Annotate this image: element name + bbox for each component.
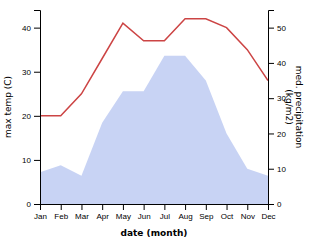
tick: 0	[27, 200, 40, 209]
tick-label: 20	[277, 130, 286, 139]
tick: Oct	[221, 204, 234, 221]
chart: JanFebMarAprMayJunJulAugSepOctNovDec0102…	[0, 0, 318, 242]
axis-line	[269, 11, 275, 205]
tick-label: 40	[22, 24, 31, 33]
tick-label: Dec	[261, 212, 275, 221]
plot: JanFebMarAprMayJunJulAugSepOctNovDec0102…	[22, 11, 286, 221]
tick: Mar	[75, 204, 89, 221]
tick: Nov	[241, 204, 255, 221]
tick-mark	[34, 204, 40, 205]
tick-label: Apr	[96, 212, 109, 221]
tick-mark	[268, 63, 274, 64]
tick: Dec	[261, 204, 275, 221]
tick-mark	[268, 204, 274, 205]
tick: 40	[268, 59, 286, 68]
tick: Jun	[138, 204, 151, 221]
tick-mark	[185, 204, 186, 210]
tick-mark	[268, 98, 274, 99]
tick: 10	[22, 156, 40, 165]
tick-label: May	[116, 212, 131, 221]
tick: 0	[268, 200, 282, 209]
tick-mark	[227, 204, 228, 210]
tick: Sep	[199, 204, 214, 221]
x-axis-title: date (month)	[121, 228, 188, 238]
tick-mark	[206, 204, 207, 210]
tick: Aug	[178, 204, 192, 221]
tick: Jul	[160, 204, 170, 221]
y2-axis-title: med. precipitation(kg/m2)	[284, 66, 304, 148]
tick-label: 50	[277, 24, 286, 33]
tick-label: Aug	[178, 212, 192, 221]
tick-label: 0	[27, 200, 32, 209]
tick-label: 10	[277, 165, 286, 174]
tick-mark	[268, 169, 274, 170]
line	[40, 19, 268, 116]
tick-mark	[247, 204, 248, 210]
tick: 30	[268, 94, 286, 103]
x-axis: Jan Feb Mar Apr May Jun Jul Aug Sep Oct Nov Dec	[34, 204, 276, 221]
axis-line	[34, 11, 41, 205]
tick-label: 40	[277, 59, 286, 68]
tick: Jan	[34, 204, 47, 221]
tick-label: Mar	[75, 212, 89, 221]
y-axis: 0 10 20 30 40	[22, 11, 40, 210]
tick-mark	[102, 204, 103, 210]
tick-mark	[164, 204, 165, 210]
tick: Apr	[96, 204, 109, 221]
tick-label: 10	[22, 156, 31, 165]
tick-mark	[34, 72, 40, 73]
tick: 10	[268, 165, 286, 174]
tick-mark	[268, 28, 274, 29]
tick-label: Oct	[221, 212, 234, 221]
tick-mark	[81, 204, 82, 210]
tick-mark	[34, 28, 40, 29]
tick-label: 20	[22, 112, 31, 121]
tick: 20	[268, 130, 286, 139]
tick-label: Sep	[199, 212, 214, 221]
tick-label: 0	[277, 200, 282, 209]
tick: Feb	[54, 204, 68, 221]
area	[40, 56, 268, 204]
tick-mark	[268, 133, 274, 134]
y-axis-title: max temp (C)	[3, 76, 13, 138]
tick-mark	[34, 160, 40, 161]
tick-label: Jun	[138, 212, 151, 221]
tick: 20	[22, 112, 40, 121]
tick: 50	[268, 24, 286, 33]
axis-line	[41, 205, 269, 211]
tick: 40	[22, 24, 40, 33]
tick-mark	[61, 204, 62, 210]
tick-label: Feb	[54, 212, 68, 221]
tick-label: Jul	[160, 212, 170, 221]
tick-mark	[144, 204, 145, 210]
tick-label: Nov	[241, 212, 255, 221]
tick: May	[116, 204, 131, 221]
tick: 30	[22, 68, 40, 77]
tick-mark	[123, 204, 124, 210]
tick-mark	[34, 116, 40, 117]
y2-axis: 0 10 20 30 40 50	[268, 11, 286, 210]
tick-label: Jan	[34, 212, 47, 221]
marks	[40, 19, 268, 204]
tick-label: 30	[22, 68, 31, 77]
